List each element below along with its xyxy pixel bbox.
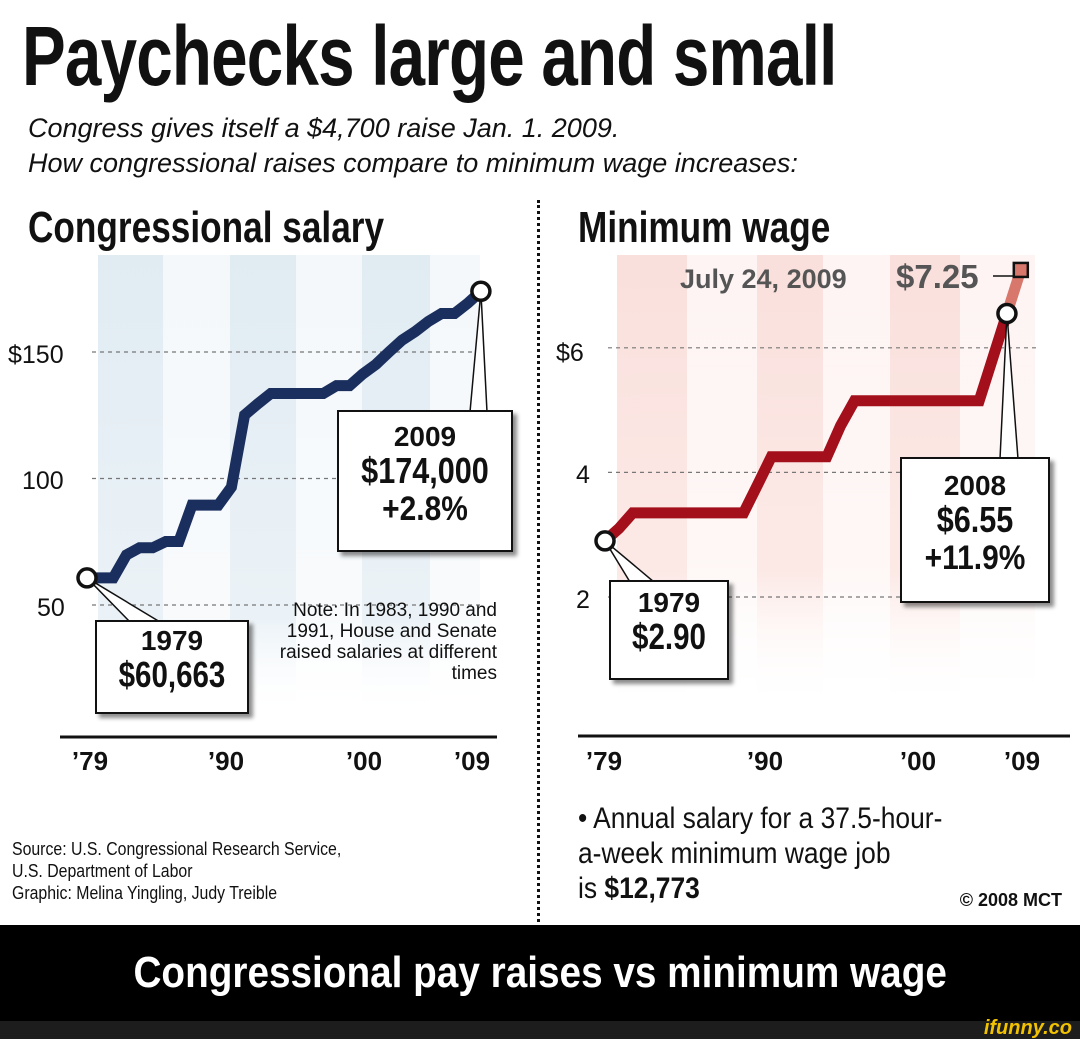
source-line: U.S. Department of Labor	[12, 861, 193, 881]
page-title: Paychecks large and small	[22, 9, 837, 103]
callout-year: 2009	[393, 421, 457, 452]
data-point-marker	[76, 567, 98, 589]
caption-banner: Congressional pay raises vs minimum wage	[0, 925, 1080, 1021]
callout-value: $2.90	[632, 616, 706, 658]
x-tick-label: ’90	[207, 746, 245, 776]
callout-year: 1979	[140, 625, 204, 656]
x-tick-label: ’00	[899, 746, 937, 776]
graphic-credit: Graphic: Melina Yingling, Judy Treible	[12, 883, 278, 903]
projected-point-marker	[1012, 261, 1030, 279]
callout-change: +2.8%	[382, 490, 468, 529]
callout-value: $174,000	[361, 450, 489, 492]
background-band	[823, 255, 890, 710]
projection-value: $7.25	[896, 258, 979, 295]
caption-text: Congressional pay raises vs minimum wage	[133, 948, 947, 997]
x-tick-label: ’79	[585, 746, 623, 776]
y-tick-label: 4	[576, 461, 590, 489]
congress-chart-title: Congressional salary	[28, 203, 385, 252]
congress-1979-callout: 1979 $60,663	[95, 620, 249, 714]
congress-note: Note: In 1983, 1990 and 1991, House and …	[279, 600, 497, 684]
fact-value: $12,773	[604, 872, 700, 905]
wage-chart-title: Minimum wage	[578, 203, 831, 252]
congress-2009-callout: 2009 $174,000 +2.8%	[337, 410, 513, 552]
y-tick-label: $6	[556, 339, 584, 367]
x-tick-label: ’00	[345, 746, 383, 776]
callout-year: 1979	[637, 587, 701, 618]
x-tick-label: ’90	[746, 746, 784, 776]
x-tick-label: ’79	[71, 746, 109, 776]
ifunny-logo: ifunny.co	[983, 1017, 1072, 1039]
callout-year: 2008	[943, 470, 1007, 501]
fact-prefix: is	[578, 872, 605, 905]
subtitle-line-1: Congress gives itself a $4,700 raise Jan…	[28, 113, 620, 143]
projection-date: July 24, 2009	[680, 264, 847, 294]
callout-change: +11.9%	[924, 539, 1026, 578]
callout-value: $60,663	[118, 654, 226, 696]
y-tick-label: $150	[8, 341, 64, 369]
source-line: Source: U.S. Congressional Research Serv…	[12, 839, 342, 859]
y-tick-label: 2	[576, 586, 590, 614]
data-line	[601, 311, 1013, 546]
subtitle-line-2: How congressional raises compare to mini…	[28, 148, 798, 178]
min-wage-fact: • Annual salary for a 37.5-hour- a-week …	[578, 801, 942, 906]
x-tick-label: ’09	[453, 746, 491, 776]
y-tick-label: 50	[37, 594, 65, 622]
background-band	[757, 255, 823, 710]
source-credits: Source: U.S. Congressional Research Serv…	[12, 838, 341, 904]
copyright: © 2008 MCT	[959, 890, 1062, 910]
section-divider	[537, 200, 540, 922]
wage-1979-callout: 1979 $2.90	[609, 580, 729, 680]
callout-value: $6.55	[936, 499, 1014, 541]
x-tick-label: ’09	[1003, 746, 1041, 776]
data-point-marker	[470, 280, 492, 303]
data-line	[87, 287, 485, 584]
fact-line: • Annual salary for a 37.5-hour-	[578, 802, 943, 835]
y-tick-label: 100	[22, 467, 64, 495]
wage-2008-callout: 2008 $6.55 +11.9%	[900, 457, 1050, 603]
fact-line: a-week minimum wage job	[578, 837, 891, 870]
watermark-strip: ifunny.co	[0, 1017, 1080, 1039]
data-point-marker	[594, 530, 616, 552]
data-point-marker	[996, 302, 1018, 325]
